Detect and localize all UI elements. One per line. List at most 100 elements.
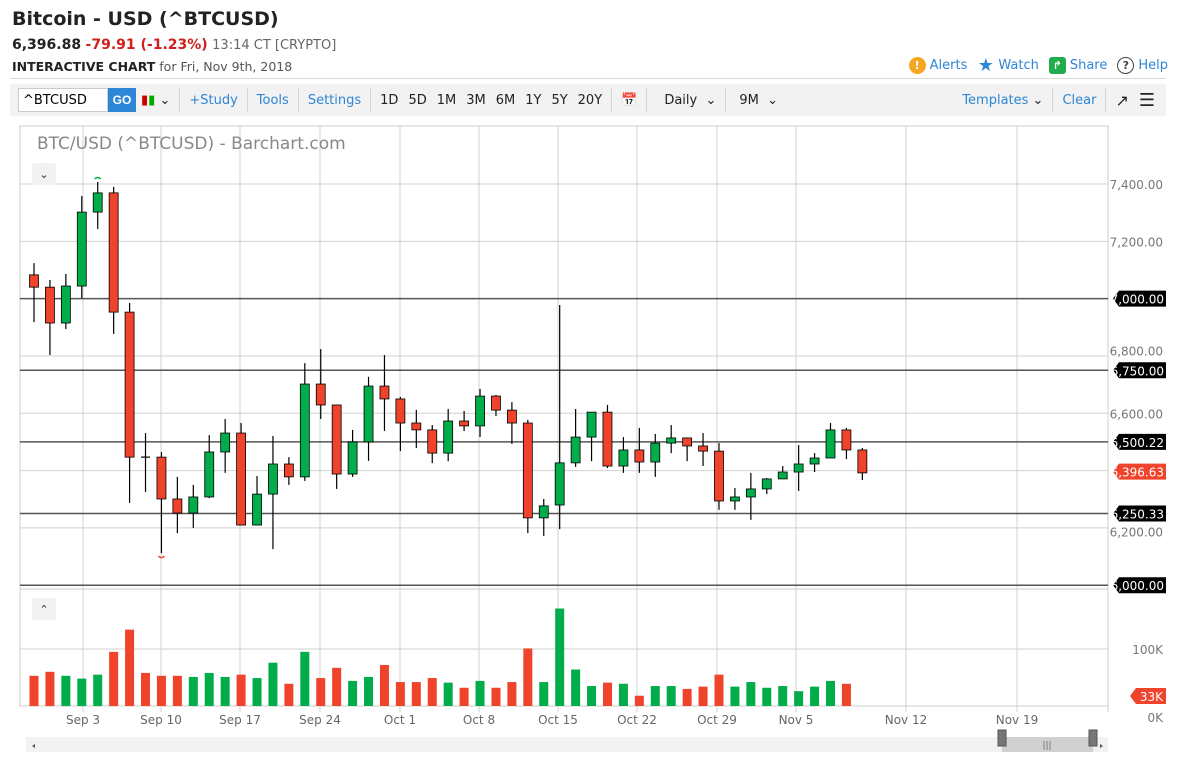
collapse-button[interactable]: ⌄ bbox=[32, 163, 56, 185]
volume-bar bbox=[61, 675, 71, 706]
candle-up bbox=[825, 429, 836, 459]
separator bbox=[611, 88, 613, 112]
chart-toolbar: GO ▮▮ ⌄ +Study Tools Settings 1D 5D 1M 3… bbox=[10, 84, 1166, 116]
range-20y[interactable]: 20Y bbox=[577, 92, 603, 108]
scrollbar-handle[interactable] bbox=[1088, 729, 1098, 747]
chart-type-dropdown[interactable]: ▮▮ ⌄ bbox=[136, 93, 175, 108]
scrollbar-thumb[interactable] bbox=[1002, 737, 1093, 752]
level-price-label: 6,250.33 bbox=[1111, 507, 1164, 521]
tools-button[interactable]: Tools bbox=[256, 92, 289, 108]
volume-bar bbox=[491, 687, 501, 706]
volume-bar bbox=[746, 682, 756, 706]
volume-last-label: 33K bbox=[1140, 690, 1164, 704]
candle-up bbox=[570, 436, 581, 464]
study-button[interactable]: +Study bbox=[189, 92, 238, 108]
volume-bar bbox=[29, 675, 39, 706]
chevron-down-icon: ⌄ bbox=[39, 167, 49, 181]
volume-bar bbox=[841, 683, 851, 706]
calendar-icon[interactable]: 📅 bbox=[621, 92, 638, 108]
volume-bar bbox=[348, 680, 358, 706]
x-tick-label: Oct 22 bbox=[617, 713, 657, 727]
x-tick-label: Nov 5 bbox=[779, 713, 814, 727]
templates-label: Templates bbox=[962, 92, 1029, 108]
horizontal-scrollbar[interactable] bbox=[26, 737, 1108, 752]
volume-bar bbox=[125, 629, 135, 706]
menu-icon[interactable]: ☰ bbox=[1138, 89, 1155, 111]
candle-down bbox=[491, 395, 501, 411]
share-link[interactable]: ↱ Share bbox=[1048, 57, 1108, 74]
expand-icon[interactable]: ↗ bbox=[1115, 90, 1129, 110]
volume-bar bbox=[45, 671, 55, 706]
candle-up bbox=[586, 411, 597, 438]
volume-bar bbox=[762, 687, 772, 706]
range-6m[interactable]: 6M bbox=[495, 92, 516, 108]
volume-bar bbox=[141, 672, 151, 706]
interval-dropdown[interactable]: Daily ⌄ bbox=[659, 93, 721, 108]
help-label: Help bbox=[1138, 58, 1168, 73]
help-icon: ? bbox=[1117, 57, 1135, 74]
go-button[interactable]: GO bbox=[108, 88, 136, 112]
volume-bar bbox=[666, 686, 676, 706]
range-1d[interactable]: 1D bbox=[380, 92, 399, 108]
volume-bar bbox=[395, 682, 405, 706]
quote-line: 6,396.88 -79.91 (-1.23%) 13:14 CT [CRYPT… bbox=[12, 37, 336, 53]
volume-bar bbox=[555, 608, 565, 706]
chart-label: INTERACTIVE CHART bbox=[12, 59, 156, 74]
candle-up bbox=[761, 478, 772, 490]
expand-volume-button[interactable]: ⌃ bbox=[32, 598, 56, 620]
scrollbar-handle[interactable] bbox=[997, 729, 1007, 747]
x-tick-label: Sep 24 bbox=[299, 713, 341, 727]
header-links: ! Alerts ★ Watch ↱ Share ? Help bbox=[908, 55, 1168, 76]
volume-bar bbox=[778, 686, 788, 706]
period-dropdown[interactable]: 9M ⌄ bbox=[734, 93, 783, 108]
volume-bar bbox=[109, 651, 119, 706]
help-link[interactable]: ? Help bbox=[1117, 57, 1168, 74]
candle-down bbox=[857, 449, 868, 474]
share-icon: ↱ bbox=[1048, 57, 1066, 74]
scroll-left-icon bbox=[32, 744, 35, 748]
candle-down bbox=[459, 420, 470, 427]
candle-down bbox=[682, 437, 693, 447]
range-3m[interactable]: 3M bbox=[466, 92, 486, 108]
candle-up bbox=[220, 432, 231, 453]
volume-tick-label: 100K bbox=[1132, 643, 1164, 657]
range-1y[interactable]: 1Y bbox=[525, 92, 542, 108]
share-label: Share bbox=[1069, 58, 1108, 73]
candle-up bbox=[443, 420, 454, 454]
watch-link[interactable]: ★ Watch bbox=[977, 55, 1039, 76]
last-price: 6,396.88 bbox=[12, 37, 82, 53]
volume-bar bbox=[459, 687, 469, 706]
range-5y[interactable]: 5Y bbox=[551, 92, 568, 108]
level-price-tag bbox=[1113, 290, 1166, 307]
x-tick-label: Oct 1 bbox=[384, 713, 416, 727]
volume-bar bbox=[411, 682, 421, 706]
level-price-label: 6,750.00 bbox=[1111, 364, 1164, 378]
candle-up bbox=[809, 457, 820, 465]
range-1m[interactable]: 1M bbox=[436, 92, 457, 108]
volume-bar bbox=[156, 675, 166, 706]
alert-icon: ! bbox=[908, 57, 926, 74]
candle-down bbox=[427, 429, 438, 454]
separator bbox=[646, 88, 648, 112]
range-5d[interactable]: 5D bbox=[408, 92, 427, 108]
alerts-link[interactable]: ! Alerts bbox=[908, 57, 968, 74]
volume-bar bbox=[77, 678, 87, 706]
clear-button[interactable]: Clear bbox=[1062, 92, 1097, 108]
candle-down bbox=[506, 409, 517, 424]
candle-down bbox=[315, 383, 326, 406]
candle-up bbox=[793, 463, 804, 473]
alerts-label: Alerts bbox=[929, 58, 968, 73]
volume-bar bbox=[316, 678, 326, 706]
grip-icon: ||| bbox=[1042, 741, 1051, 751]
volume-bar bbox=[634, 695, 644, 706]
volume-bar bbox=[332, 667, 342, 706]
chevron-down-icon: ⌄ bbox=[767, 92, 779, 108]
settings-button[interactable]: Settings bbox=[307, 92, 362, 108]
candle-down bbox=[29, 274, 39, 288]
volume-bar bbox=[650, 686, 660, 706]
templates-dropdown[interactable]: Templates ⌄ bbox=[957, 93, 1048, 108]
symbol-input[interactable] bbox=[18, 88, 108, 112]
separator bbox=[1105, 88, 1107, 112]
candle-up bbox=[554, 462, 565, 506]
